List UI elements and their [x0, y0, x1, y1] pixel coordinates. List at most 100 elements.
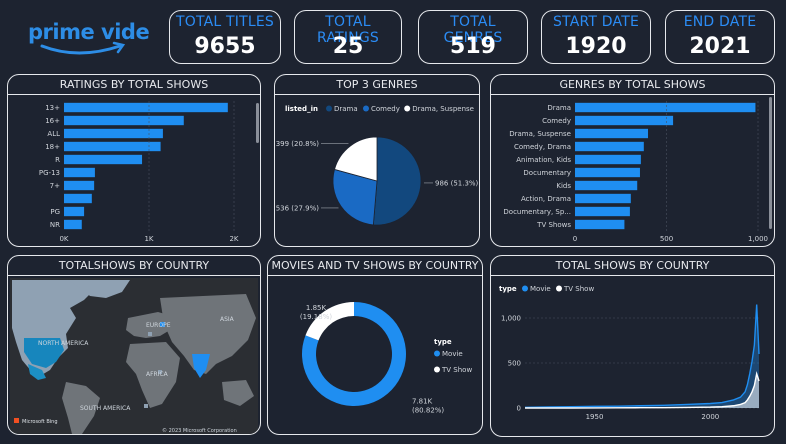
legend-title: listed_in [285, 105, 318, 113]
slice-value-label: 7.81K [412, 397, 433, 405]
bar [64, 102, 228, 113]
legend-label: Drama [334, 105, 358, 113]
divider [275, 94, 479, 95]
slice-label: 986 (51.3%) [435, 179, 479, 187]
legend-label: Movie [530, 285, 551, 293]
bar-category-label: Animation, Kids [516, 156, 571, 164]
bar-category-label: Kids [556, 182, 571, 190]
map-usa[interactable] [24, 338, 64, 368]
scrollbar[interactable] [256, 103, 259, 143]
logo-smile-icon [40, 44, 122, 55]
map-marker[interactable] [144, 404, 148, 408]
bar [64, 141, 161, 152]
map-label-north-america: NORTH AMERICA [38, 340, 89, 347]
kpi-title: TOTAL TITLES [175, 14, 275, 30]
microsoft-logo-icon [14, 418, 19, 423]
bar [575, 128, 649, 139]
map-label-asia: ASIA [220, 316, 235, 323]
panel-ratings-by-shows[interactable]: RATINGS BY TOTAL SHOWS 13+ 16+ ALL 18+ R PG-1… [7, 74, 261, 247]
panel-title: MOVIES AND TV SHOWS BY COUNTRY [271, 259, 479, 272]
bar-category-label: Comedy, Drama [514, 143, 571, 151]
panel-movies-tv-by-country[interactable]: MOVIES AND TV SHOWS BY COUNTRY 7.81K (80.… [267, 255, 483, 435]
legend-marker [363, 105, 369, 112]
map-india[interactable] [192, 354, 210, 378]
legend-label: Drama, Suspense [412, 105, 474, 113]
ratings-bar-chart: 13+ 16+ ALL 18+ R PG-13 7+ PG NR 0K 1K 2K [39, 101, 239, 243]
shows-area-chart: 0 500 1,000 1950 2000 type Movie TV Show [499, 285, 760, 421]
divider [491, 94, 774, 95]
y-tick-label: 0 [517, 405, 521, 413]
bar-category-label: ALL [47, 130, 60, 138]
x-tick-label: 2000 [701, 413, 719, 421]
bar [64, 193, 92, 204]
x-tick-label: 1950 [586, 413, 604, 421]
kpi-value: 519 [450, 34, 496, 59]
series-area [525, 304, 759, 408]
map-marker[interactable] [160, 322, 165, 327]
slice-pct-label: (80.82%) [412, 406, 444, 414]
panel-genres-by-shows[interactable]: GENRES BY TOTAL SHOWS Drama Comedy Drama, … [490, 74, 775, 247]
legend-marker [434, 350, 440, 357]
legend-label: TV Show [563, 285, 594, 293]
bar [575, 102, 756, 113]
kpi-total-titles: TOTAL TITLES 9655 [169, 10, 281, 64]
panel-title: TOP 3 GENRES [336, 78, 418, 91]
bing-attribution: Microsoft Bing [22, 419, 58, 425]
map-label-africa: AFRICA [146, 371, 169, 378]
bar-category-label: PG-13 [39, 169, 60, 177]
bar [575, 193, 631, 204]
x-tick-label: 0 [573, 235, 577, 243]
bar [575, 180, 638, 191]
world-map[interactable]: NORTH AMERICA EUROPE ASIA AFRICA SOUTH A… [10, 278, 258, 434]
panel-title: TOTAL SHOWS BY COUNTRY [555, 259, 710, 272]
logo-text: prime video [28, 20, 150, 44]
x-tick-label: 0K [59, 235, 68, 243]
kpi-title: START DATE [552, 14, 640, 30]
y-tick-label: 500 [508, 360, 521, 368]
kpi-title: TOTAL RATINGS [317, 14, 379, 46]
kpi-total-ratings: TOTAL RATINGS 25 [294, 10, 402, 64]
map-marker[interactable] [158, 370, 162, 374]
panel-total-shows-by-year[interactable]: TOTAL SHOWS BY COUNTRY 0 500 1,000 1950 2000… [490, 255, 775, 437]
legend-marker [404, 105, 411, 112]
bar-category-label: Documentary, Sp... [503, 208, 571, 216]
kpi-end-date: END DATE 2021 [665, 10, 775, 64]
scrollbar[interactable] [769, 97, 772, 229]
map-south-america [62, 382, 100, 434]
legend-title: type [499, 285, 517, 293]
bar-category-label: Drama, Suspense [509, 130, 571, 138]
map-greenland [68, 280, 130, 298]
bar [64, 206, 85, 217]
y-tick-label: 1,000 [501, 315, 521, 323]
bar-category-label: Drama [547, 104, 571, 112]
bar [64, 180, 95, 191]
panel-country-map[interactable]: TOTALSHOWS BY COUNTRY NORTH AMERICA EURO… [7, 255, 261, 435]
panel-top-3-genres[interactable]: TOP 3 GENRES listed_in Drama Comedy Drama, … [274, 74, 480, 247]
map-africa [126, 342, 180, 408]
divider [268, 275, 482, 276]
bar-category-label: R [55, 156, 60, 164]
map-marker[interactable] [148, 332, 152, 336]
bar [575, 141, 644, 152]
panel-title: RATINGS BY TOTAL SHOWS [59, 78, 209, 91]
slice-value-label: 1.85K [306, 304, 327, 312]
legend-marker [556, 285, 562, 292]
kpi-value: 9655 [194, 34, 256, 59]
slice-pct-label: (19.18%) [300, 313, 332, 321]
bar-category-label: Documentary [523, 169, 571, 177]
bar-category-label: Comedy [542, 117, 571, 125]
prime-video-logo-svg: prime video [28, 20, 164, 55]
slice-label: 399 (20.8%) [276, 140, 320, 148]
map-label-south-america: SOUTH AMERICA [80, 405, 131, 412]
legend-marker [522, 285, 528, 292]
bar-category-label: 7+ [50, 182, 60, 190]
x-tick-label: 500 [660, 235, 673, 243]
kpi-title: END DATE [683, 14, 757, 30]
pie-slice [334, 136, 378, 182]
x-tick-label: 2K [229, 235, 238, 243]
kpi-total-genres: TOTAL GENRES 519 [418, 10, 528, 64]
bar [64, 167, 95, 178]
bar [64, 154, 143, 165]
map-mexico[interactable] [28, 364, 46, 380]
donut-slice [305, 302, 354, 341]
